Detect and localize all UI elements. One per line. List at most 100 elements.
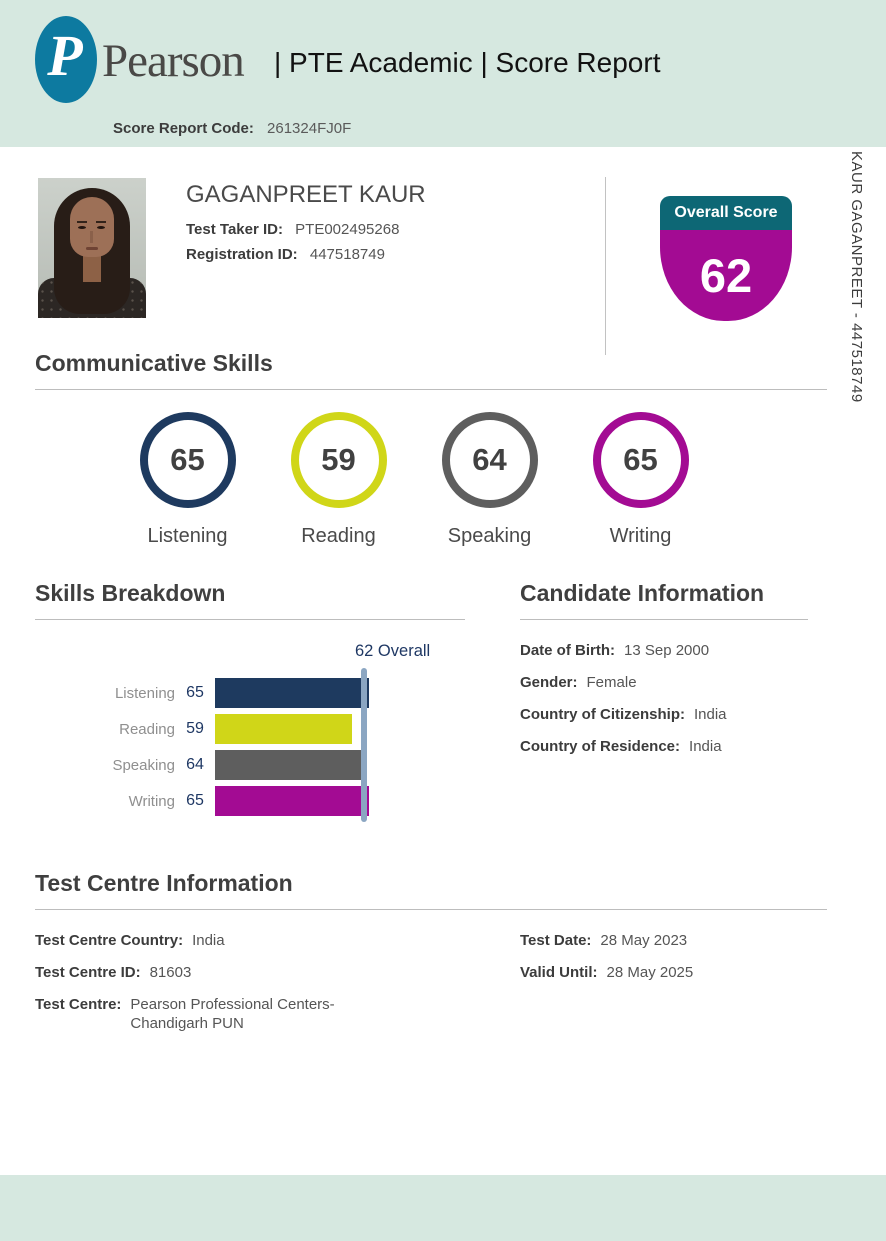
chart-row-bar — [215, 714, 353, 744]
pearson-logo-icon: P — [35, 16, 97, 103]
chart-row-label: Reading — [119, 720, 175, 738]
skill-label: Speaking — [447, 525, 532, 547]
candidate-information-heading: Candidate Information — [520, 580, 765, 606]
chart-row-bar — [215, 786, 369, 816]
candidate-badge-divider — [605, 177, 606, 355]
info-value: Female — [586, 674, 637, 691]
info-row: Test Date: 28 May 2023 — [520, 931, 693, 950]
overall-score-badge-value: 62 — [660, 230, 792, 321]
test-centre-right-column: Test Date: 28 May 2023 Valid Until: 28 May … — [520, 931, 693, 995]
test-taker-id-label: Test Taker ID: — [186, 221, 283, 238]
info-value: 81603 — [149, 964, 192, 981]
skill-score: 65 — [623, 442, 658, 477]
footer-band — [0, 1175, 886, 1241]
chart-row-writing: Writing 65 — [35, 786, 465, 816]
skills-breakdown-chart: 62 Overall Listening 65 Reading 59 Speaking 6… — [35, 640, 465, 830]
chart-row-speaking: Speaking 64 — [35, 750, 465, 780]
skill-circle-reading: 59 Reading — [263, 412, 414, 548]
info-label: Date of Birth: — [520, 642, 615, 659]
skills-breakdown-heading: Skills Breakdown — [35, 580, 226, 606]
photo-brow-left — [77, 221, 87, 223]
info-label: Country of Citizenship: — [520, 706, 685, 723]
registration-id-value: 447518749 — [309, 246, 385, 263]
info-label: Test Date: — [520, 932, 592, 949]
candidate-name: GAGANPREET KAUR — [186, 181, 426, 208]
communicative-skills-heading: Communicative Skills — [35, 350, 273, 376]
chart-row-value: 65 — [186, 792, 204, 809]
overall-marker-label: 62 Overall — [355, 642, 431, 660]
info-row: Date of Birth: 13 Sep 2000 — [520, 641, 727, 660]
pearson-logo-p: P — [47, 22, 83, 88]
pearson-wordmark: Pearson — [102, 35, 245, 87]
info-value: 28 May 2025 — [606, 964, 694, 981]
skill-label: Reading — [301, 525, 376, 547]
chart-row-bar — [215, 678, 369, 708]
report-title: | PTE Academic | Score Report — [274, 47, 661, 78]
skill-score: 65 — [170, 442, 205, 477]
test-centre-left-column: Test Centre Country: India Test Centre ID:… — [35, 931, 340, 1046]
test-centre-rule — [35, 909, 827, 910]
score-report-code-label: Score Report Code: — [113, 120, 254, 137]
photo-brow-right — [96, 221, 106, 223]
info-row: Country of Residence: India — [520, 737, 727, 756]
skill-score: 59 — [321, 442, 356, 477]
skill-circle-writing: 65 Writing — [565, 412, 716, 548]
info-row: Valid Until: 28 May 2025 — [520, 963, 693, 982]
chart-row-label: Listening — [114, 684, 175, 702]
info-label: Test Centre Country: — [35, 932, 184, 949]
info-value: 13 Sep 2000 — [624, 642, 710, 659]
candidate-information-list: Date of Birth: 13 Sep 2000 Gender: Female Co… — [520, 641, 727, 769]
overall-score-badge: Overall Score 62 — [660, 196, 792, 321]
test-taker-id-value: PTE002495268 — [295, 221, 400, 238]
overall-score-badge-label: Overall Score — [660, 196, 792, 230]
skills-breakdown-rule — [35, 619, 465, 620]
candidate-photo — [38, 178, 146, 318]
info-value: Pearson Professional Centers-Chandigarh … — [130, 996, 335, 1032]
communicative-skills-rule — [35, 389, 827, 390]
test-centre-heading: Test Centre Information — [35, 870, 293, 896]
side-candidate-id-text: KAUR GAGANPREET - 447518749 — [848, 151, 865, 403]
info-label: Test Centre: — [35, 996, 122, 1013]
chart-row-bar — [215, 750, 367, 780]
info-value: India — [689, 738, 722, 755]
chart-row-label: Writing — [128, 792, 175, 810]
info-label: Country of Residence: — [520, 738, 681, 755]
skill-ring: 59 — [290, 412, 387, 508]
photo-eye-right — [97, 226, 105, 229]
photo-face — [70, 197, 114, 257]
info-label: Test Centre ID: — [35, 964, 141, 981]
chart-row-listening: Listening 65 — [35, 678, 465, 708]
skill-label: Listening — [147, 525, 228, 547]
score-report-code-row: Score Report Code: 261324FJ0F — [113, 120, 351, 137]
candidate-information-rule — [520, 619, 808, 620]
skill-ring: 64 — [441, 412, 538, 508]
info-value: India — [192, 932, 225, 949]
photo-eye-left — [78, 226, 86, 229]
info-value: India — [694, 706, 727, 723]
info-row: Test Centre ID: 81603 — [35, 963, 340, 982]
test-taker-id-row: Test Taker ID: PTE002495268 — [186, 221, 399, 238]
registration-id-label: Registration ID: — [186, 246, 298, 263]
photo-nose — [90, 231, 93, 243]
overall-marker-line — [360, 668, 367, 822]
skill-circle-listening: 65 Listening — [112, 412, 263, 548]
chart-row-value: 59 — [186, 720, 204, 737]
info-row: Test Centre Country: India — [35, 931, 340, 950]
info-row: Test Centre: Pearson Professional Centers… — [35, 995, 340, 1033]
skill-ring: 65 — [592, 412, 689, 508]
photo-neck — [83, 250, 101, 282]
skill-label: Writing — [609, 525, 672, 547]
skill-circles-row: 65 Listening 59 Reading 64 Speaking 65 Writing — [112, 412, 716, 548]
skill-score: 64 — [472, 442, 507, 477]
skill-ring: 65 — [139, 412, 236, 508]
info-row: Country of Citizenship: India — [520, 705, 727, 724]
skill-circle-speaking: 64 Speaking — [414, 412, 565, 548]
chart-row-value: 64 — [186, 756, 204, 773]
chart-row-reading: Reading 59 — [35, 714, 465, 744]
chart-rows: Listening 65 Reading 59 Speaking 64 Writing 65 — [35, 678, 465, 822]
info-value: 28 May 2023 — [600, 932, 688, 949]
chart-row-value: 65 — [186, 684, 204, 701]
header-band: P Pearson | PTE Academic | Score Report … — [0, 0, 886, 147]
score-report-code-value: 261324FJ0F — [267, 120, 352, 137]
